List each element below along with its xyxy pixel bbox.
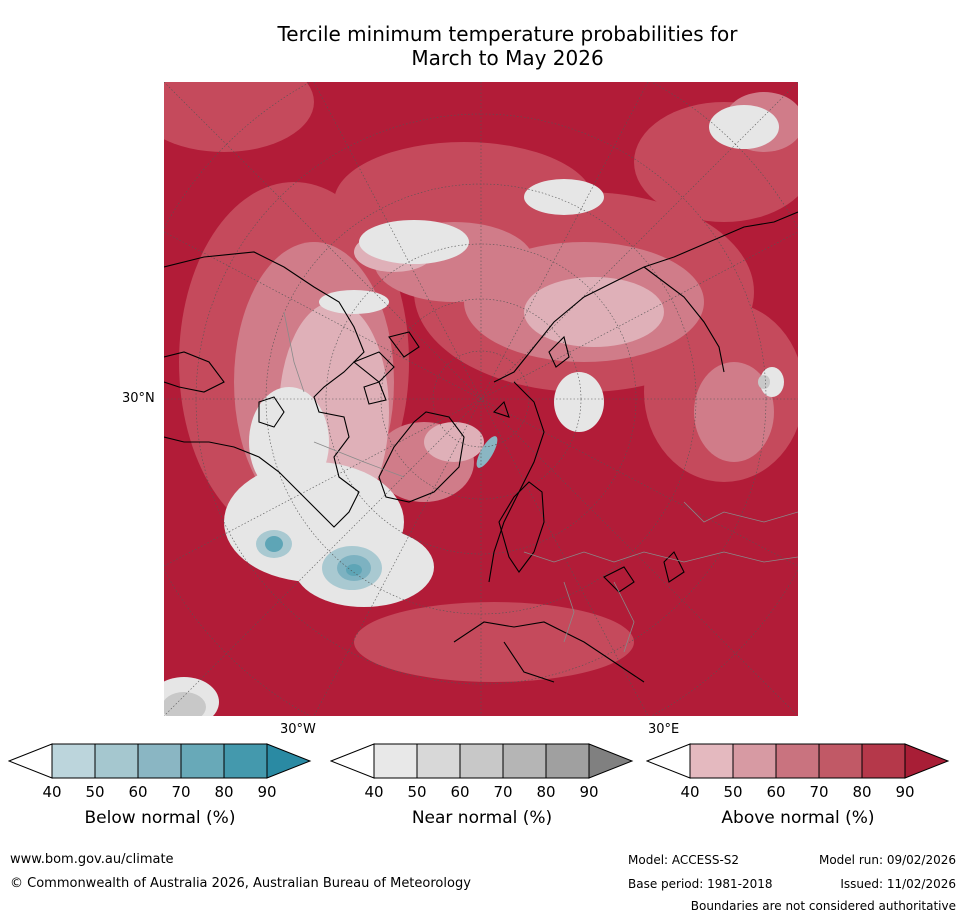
cb-below-tick-60: 60: [128, 783, 148, 801]
cb-above-tick-70: 70: [809, 783, 829, 801]
cb-below-segment-50: [94, 743, 139, 779]
chart-title: Tercile minimum temperature probabilitie…: [160, 22, 855, 70]
cb-near-segment-60: [459, 743, 504, 779]
cb-near-tick-40: 40: [364, 783, 384, 801]
cb-near-segments: [373, 743, 590, 779]
cb-below-segments: [51, 743, 268, 779]
cb-below-tick-90: 90: [257, 783, 277, 801]
polar-probability-map: [164, 82, 798, 716]
cb-near-tick-50: 50: [407, 783, 427, 801]
model-run-text: Model run: 09/02/2026: [818, 853, 956, 867]
cb-below-high-triangle: [266, 743, 312, 779]
colorbar-below-title: Below normal (%): [84, 808, 236, 828]
cb-above-tick-50: 50: [723, 783, 743, 801]
cb-near-tick-90: 90: [579, 783, 599, 801]
title-line-2: March to May 2026: [411, 46, 604, 70]
cb-above-low-triangle: [646, 743, 691, 779]
cb-near-tick-60: 60: [450, 783, 470, 801]
cb-above-segment-40: [689, 743, 734, 779]
country-borders: [283, 311, 798, 653]
colorbar-above-normal: [646, 743, 950, 779]
colorbar-near-normal: [330, 743, 634, 779]
cb-above-high-triangle: [904, 743, 950, 779]
cb-above-segments: [689, 743, 906, 779]
cb-near-low-triangle: [330, 743, 375, 779]
disclaimer-text: Boundaries are not considered authoritat…: [690, 899, 956, 913]
cb-above-segment-60: [775, 743, 820, 779]
cb-below-tick-80: 80: [214, 783, 234, 801]
cb-near-segment-50: [416, 743, 461, 779]
cb-below-tick-50: 50: [85, 783, 105, 801]
cb-near-tick-80: 80: [536, 783, 556, 801]
cb-near-tick-70: 70: [493, 783, 513, 801]
cb-above-tick-80: 80: [852, 783, 872, 801]
below-normal-region: [256, 436, 498, 590]
lat-label-30n: 30°N: [122, 391, 155, 406]
cb-near-segment-40: [373, 743, 418, 779]
cb-below-segment-80: [223, 743, 268, 779]
cb-below-low-triangle: [8, 743, 53, 779]
cb-near-segment-70: [502, 743, 547, 779]
colorbar-near-title: Near normal (%): [411, 808, 553, 828]
coastlines: [164, 211, 798, 683]
near-normal-high-region: [164, 375, 770, 716]
cb-above-tick-60: 60: [766, 783, 786, 801]
cb-below-segment-40: [51, 743, 96, 779]
cb-above-tick-90: 90: [895, 783, 915, 801]
cb-below-segment-70: [180, 743, 225, 779]
cb-below-segment-60: [137, 743, 182, 779]
issued-text: Issued: 11/02/2026: [840, 877, 956, 891]
cb-above-segment-70: [818, 743, 863, 779]
cb-below-tick-40: 40: [42, 783, 62, 801]
lon-label-30w: 30°W: [280, 722, 316, 737]
cb-near-high-triangle: [588, 743, 634, 779]
cb-near-segment-80: [545, 743, 590, 779]
copyright-text: © Commonwealth of Australia 2026, Austra…: [10, 876, 471, 891]
colorbar-above-title: Above normal (%): [721, 808, 875, 828]
colorbar-below-normal: [8, 743, 312, 779]
cb-above-segment-80: [861, 743, 906, 779]
title-line-1: Tercile minimum temperature probabilitie…: [277, 22, 738, 46]
website-link[interactable]: www.bom.gov.au/climate: [10, 852, 174, 867]
cb-above-segment-50: [732, 743, 777, 779]
model-text: Model: ACCESS-S2: [628, 853, 740, 867]
cb-above-tick-40: 40: [680, 783, 700, 801]
base-period-text: Base period: 1981-2018: [628, 877, 773, 891]
lon-label-30e: 30°E: [648, 722, 680, 737]
cb-below-tick-70: 70: [171, 783, 191, 801]
